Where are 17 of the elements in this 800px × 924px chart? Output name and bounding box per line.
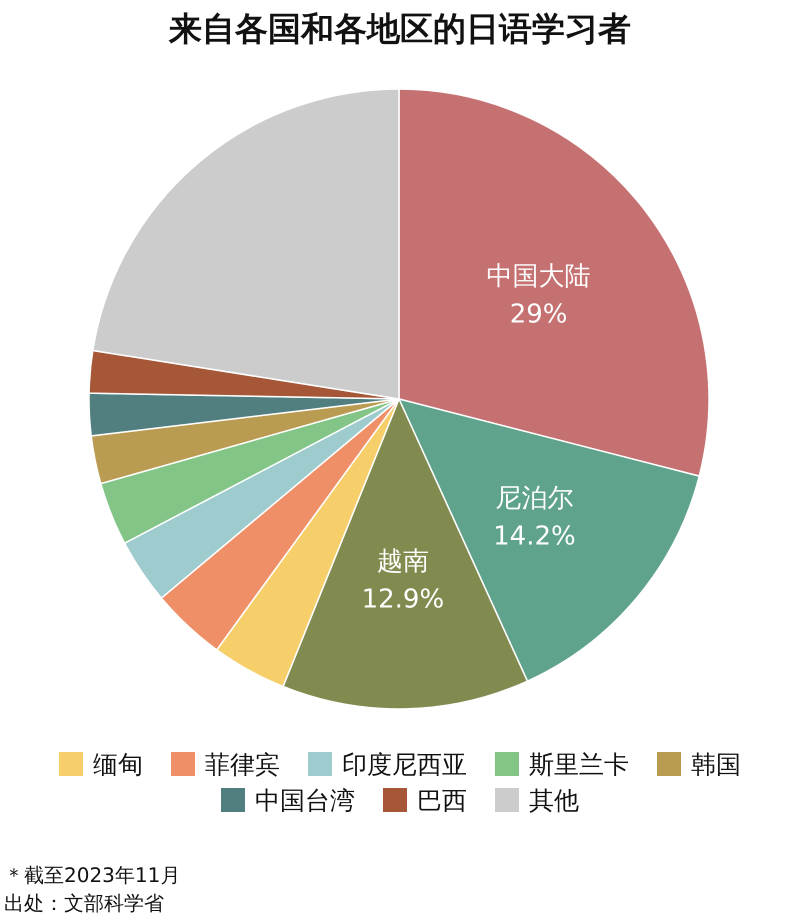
data-label: 14.2% bbox=[493, 521, 576, 552]
text: 出处：文部科学省 bbox=[4, 891, 164, 915]
data-label: 29% bbox=[510, 300, 568, 330]
legend-label: 中国台湾 bbox=[255, 786, 355, 815]
legend-label: 韩国 bbox=[691, 750, 741, 779]
slice-label: 越南 bbox=[376, 546, 429, 577]
text: ＊截至2023年11月 bbox=[4, 863, 180, 887]
legend-label: 斯里兰卡 bbox=[529, 750, 629, 779]
legend-label: 印度尼西亚 bbox=[342, 750, 467, 779]
slice-label: 中国大陆 bbox=[486, 262, 591, 292]
slice-label: 尼泊尔 bbox=[495, 483, 574, 514]
legend-label: 巴西 bbox=[417, 786, 467, 815]
chart-title: 来自各国和各地区的日语学习者 bbox=[168, 9, 631, 48]
data-label: 12.9% bbox=[362, 584, 444, 615]
legend-label: 菲律宾 bbox=[205, 750, 280, 779]
legend-label: 缅甸 bbox=[93, 750, 143, 779]
legend-label: 其他 bbox=[529, 786, 579, 815]
